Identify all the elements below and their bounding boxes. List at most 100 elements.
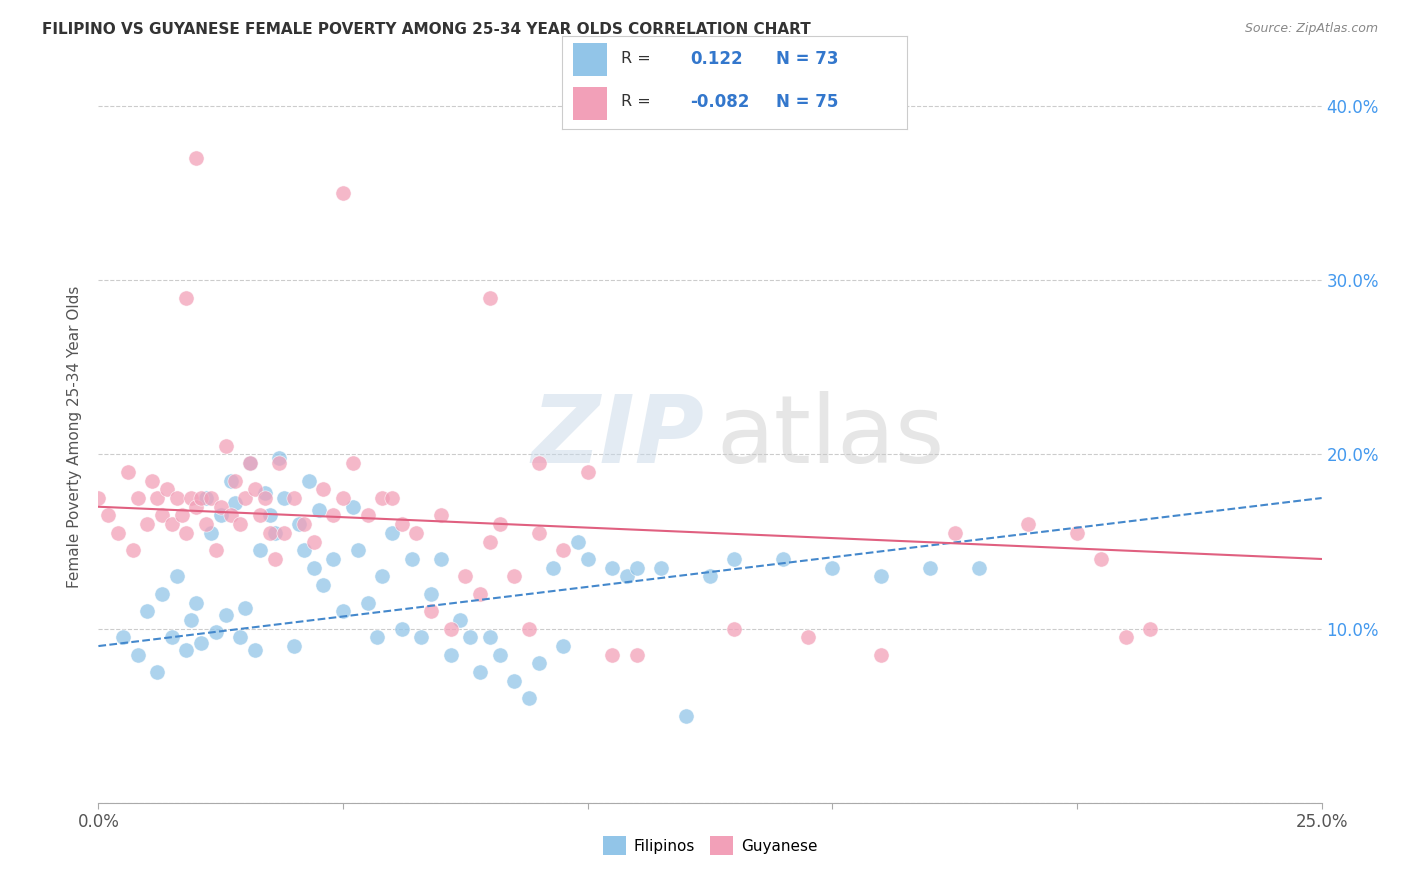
Point	[186, 595, 208, 609]
Point	[292, 543, 315, 558]
Point	[259, 508, 281, 523]
Point	[205, 543, 228, 558]
Point	[249, 508, 271, 523]
Point	[468, 665, 491, 680]
FancyBboxPatch shape	[572, 43, 607, 76]
Point	[567, 534, 589, 549]
Point	[503, 569, 526, 583]
Point	[229, 631, 252, 645]
Y-axis label: Female Poverty Among 25-34 Year Olds: Female Poverty Among 25-34 Year Olds	[67, 286, 83, 588]
Point	[454, 569, 477, 583]
Point	[517, 691, 540, 706]
Point	[1066, 525, 1088, 540]
Point	[239, 456, 262, 470]
Point	[136, 604, 159, 618]
Point	[920, 560, 942, 574]
Point	[224, 496, 246, 510]
Point	[450, 613, 472, 627]
Point	[259, 525, 281, 540]
Point	[302, 534, 325, 549]
Point	[190, 635, 212, 649]
Text: -0.082: -0.082	[690, 93, 749, 111]
Point	[650, 560, 672, 574]
Point	[967, 560, 990, 574]
Point	[312, 578, 335, 592]
Point	[420, 604, 443, 618]
Point	[430, 552, 453, 566]
Point	[219, 508, 242, 523]
Point	[527, 525, 550, 540]
Point	[283, 639, 305, 653]
Text: 0.122: 0.122	[690, 50, 742, 68]
Point	[209, 500, 232, 514]
Point	[332, 491, 354, 505]
Point	[543, 560, 565, 574]
Point	[322, 508, 344, 523]
Point	[527, 456, 550, 470]
Legend: Filipinos, Guyanese: Filipinos, Guyanese	[596, 830, 824, 861]
Point	[699, 569, 721, 583]
Point	[243, 483, 266, 497]
Point	[127, 648, 149, 662]
Point	[233, 491, 256, 505]
Point	[127, 491, 149, 505]
Point	[401, 552, 423, 566]
Point	[356, 595, 378, 609]
Point	[160, 631, 183, 645]
Point	[288, 517, 311, 532]
Point	[1017, 517, 1039, 532]
Point	[107, 525, 129, 540]
Point	[332, 186, 354, 201]
Point	[517, 622, 540, 636]
Point	[146, 665, 169, 680]
Point	[117, 465, 139, 479]
Point	[797, 631, 820, 645]
Text: FILIPINO VS GUYANESE FEMALE POVERTY AMONG 25-34 YEAR OLDS CORRELATION CHART: FILIPINO VS GUYANESE FEMALE POVERTY AMON…	[42, 22, 811, 37]
Point	[405, 525, 427, 540]
Point	[141, 474, 163, 488]
Point	[146, 491, 169, 505]
Point	[302, 560, 325, 574]
Point	[136, 517, 159, 532]
Point	[176, 291, 198, 305]
Point	[723, 552, 745, 566]
Point	[233, 600, 256, 615]
Point	[229, 517, 252, 532]
Point	[468, 587, 491, 601]
Point	[292, 517, 315, 532]
Point	[943, 525, 966, 540]
Point	[553, 543, 575, 558]
Point	[600, 560, 623, 574]
Point	[346, 543, 368, 558]
Point	[371, 569, 394, 583]
Point	[391, 517, 413, 532]
Point	[269, 450, 291, 465]
Point	[166, 569, 188, 583]
Point	[219, 474, 242, 488]
Point	[253, 491, 276, 505]
Point	[156, 483, 179, 497]
Point	[772, 552, 794, 566]
Point	[626, 648, 648, 662]
Point	[190, 491, 212, 505]
Point	[430, 508, 453, 523]
Point	[195, 517, 218, 532]
Point	[1115, 631, 1137, 645]
Point	[160, 517, 183, 532]
Point	[263, 525, 285, 540]
Point	[821, 560, 844, 574]
Point	[214, 607, 236, 622]
Point	[342, 456, 364, 470]
Point	[478, 291, 501, 305]
Point	[391, 622, 413, 636]
Point	[239, 456, 262, 470]
Point	[150, 587, 173, 601]
Point	[342, 500, 364, 514]
Point	[381, 491, 404, 505]
Text: N = 73: N = 73	[776, 50, 838, 68]
Point	[626, 560, 648, 574]
Point	[723, 622, 745, 636]
Point	[298, 474, 321, 488]
Point	[553, 639, 575, 653]
Point	[1139, 622, 1161, 636]
